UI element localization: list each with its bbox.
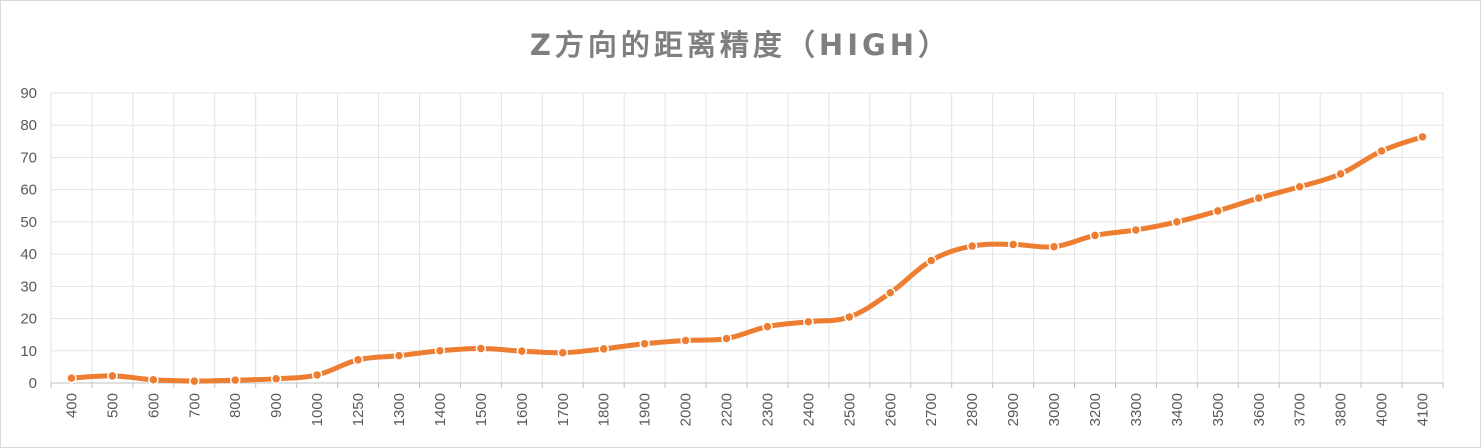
x-tick-label: 2900: [1005, 393, 1022, 426]
data-point-1500: [475, 343, 487, 354]
data-point-900: [270, 373, 282, 385]
x-tick-label: 3400: [1169, 393, 1186, 426]
data-point-3700: [1294, 181, 1305, 193]
data-point-800: [229, 374, 241, 386]
y-tick-label: 60: [20, 182, 37, 199]
data-point-400: [66, 372, 77, 384]
x-tick-label: 2400: [800, 393, 817, 426]
y-tick-label: 40: [20, 246, 37, 263]
x-tick-label: 3600: [1251, 393, 1268, 426]
data-point-3800: [1335, 168, 1346, 180]
y-tick-label: 80: [20, 117, 37, 134]
data-point-2200: [721, 333, 732, 344]
data-point-1700: [557, 347, 569, 358]
y-tick-label: 10: [20, 343, 37, 360]
x-tick-label: 3000: [1046, 393, 1063, 426]
x-tick-label: 3500: [1210, 393, 1227, 426]
x-tick-label: 700: [186, 393, 203, 418]
data-point-1300: [393, 350, 405, 361]
data-point-3000: [1048, 241, 1060, 252]
x-tick-label: 400: [63, 393, 80, 418]
data-point-1400: [434, 345, 446, 357]
x-tick-label: 1400: [432, 393, 449, 426]
y-tick-label: 20: [20, 311, 37, 328]
data-point-4100: [1417, 131, 1428, 143]
x-tick-label: 3300: [1128, 393, 1145, 426]
x-tick-label: 1300: [391, 393, 408, 426]
x-tick-label: 1600: [514, 393, 531, 426]
y-tick-label: 90: [20, 85, 37, 102]
data-point-700: [189, 375, 200, 387]
data-point-600: [148, 374, 159, 386]
data-point-2800: [966, 240, 978, 252]
x-tick-label: 1800: [596, 393, 613, 426]
data-point-2000: [680, 335, 691, 346]
x-tick-label: 2000: [678, 393, 695, 426]
y-tick-label: 70: [20, 149, 37, 166]
data-point-2300: [762, 321, 773, 332]
x-tick-label: 2200: [719, 393, 736, 426]
y-axis-ticks: 0 10 20 30 40 50 60 70 80 90: [20, 85, 37, 392]
series: [66, 131, 1428, 387]
x-tick-label: 2300: [759, 393, 776, 426]
y-tick-label: 30: [20, 278, 37, 295]
data-point-2400: [803, 316, 814, 328]
x-tick-label: 1900: [637, 393, 654, 426]
data-point-2900: [1007, 239, 1019, 250]
data-point-2500: [844, 311, 855, 323]
x-tick-label: 2500: [841, 393, 858, 426]
data-point-3600: [1253, 192, 1265, 204]
data-point-2700: [925, 255, 937, 266]
data-point-2600: [885, 287, 896, 299]
y-tick-label: 0: [29, 375, 37, 392]
x-tick-label: 600: [145, 393, 162, 418]
x-tick-label: 4100: [1415, 393, 1432, 426]
x-tick-label: 1000: [309, 393, 326, 426]
data-point-1000: [311, 369, 323, 381]
x-tick-label: 1250: [350, 393, 367, 426]
data-point-500: [107, 370, 118, 382]
data-point-1250: [352, 354, 364, 366]
x-tick-label: 3200: [1087, 393, 1104, 426]
x-axis-ticks: 400 500 600 700 800 900 1000 1250 1300 1400 1500 16…: [63, 393, 1431, 426]
data-point-3500: [1212, 205, 1224, 217]
data-point-3300: [1130, 224, 1142, 236]
data-point-1600: [516, 345, 528, 357]
x-tick-label: 900: [268, 393, 285, 418]
x-tick-label: 3800: [1333, 393, 1350, 426]
x-tick-label: 2700: [923, 393, 940, 426]
gridlines: [50, 92, 1444, 383]
y-tick-label: 50: [20, 214, 37, 231]
x-tick-label: 2600: [882, 393, 899, 426]
data-point-1900: [639, 338, 650, 349]
x-tick-label: 1700: [555, 393, 572, 426]
axes: [50, 382, 1444, 388]
x-tick-label: 800: [227, 393, 244, 418]
x-tick-label: 1500: [473, 393, 490, 426]
x-tick-label: 4000: [1374, 393, 1391, 426]
series-line: [68, 134, 1426, 384]
data-point-4000: [1376, 145, 1387, 157]
data-point-3200: [1089, 230, 1101, 241]
x-tick-label: 3700: [1292, 393, 1309, 426]
x-tick-label: 500: [104, 393, 121, 418]
data-point-3400: [1171, 216, 1183, 228]
data-point-1800: [598, 343, 609, 355]
x-tick-label: 2800: [964, 393, 981, 426]
chart-title: Z方向的距离精度（HIGH）: [529, 28, 952, 62]
